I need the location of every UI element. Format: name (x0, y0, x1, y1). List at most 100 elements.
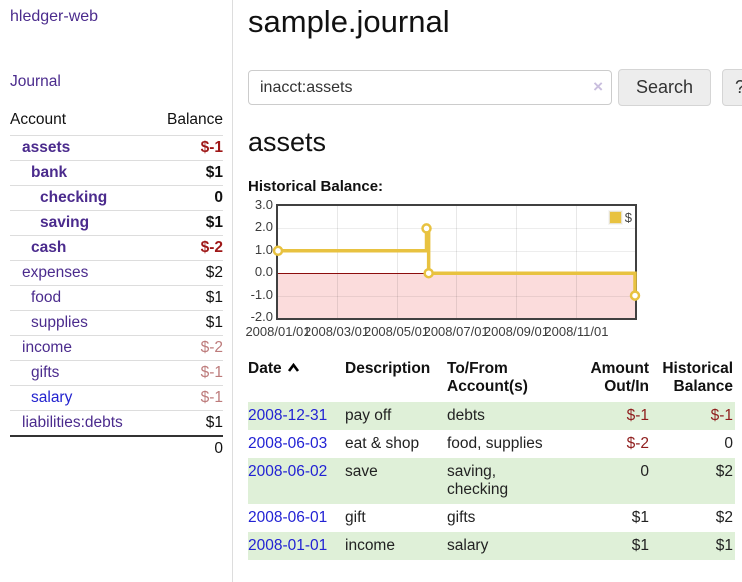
account-link[interactable]: saving (40, 214, 90, 231)
gridline (516, 206, 518, 318)
chart-legend: $ (607, 210, 632, 225)
historical-balance-chart: 3.0 2.0 1.0 0.0 -1.0 -2.0 $ 2008/01/01 2008/03… (245, 197, 742, 342)
gridline (576, 206, 578, 318)
transaction-date-link[interactable]: 2008-01-01 (248, 537, 328, 554)
transaction-date-link[interactable]: 2008-06-01 (248, 509, 328, 526)
account-row: gifts $-1 (10, 360, 223, 386)
transaction-row: 2008-12-31 pay off debts $-1 $-1 (248, 402, 735, 430)
transaction-row: 2008-06-03 eat & shop food, supplies $-2… (248, 430, 735, 458)
transaction-amount: $-2 (626, 435, 649, 452)
transaction-balance: $1 (715, 537, 733, 554)
negative-region (278, 273, 635, 318)
transaction-date-link[interactable]: 2008-06-03 (248, 435, 328, 452)
transaction-description: income (345, 537, 395, 554)
gridline (456, 206, 458, 318)
column-header-date[interactable]: Date (248, 358, 345, 402)
account-balance: $1 (152, 210, 223, 236)
transaction-row: 2008-06-01 gift gifts $1 $2 (248, 504, 735, 532)
transaction-balance: $2 (715, 509, 733, 526)
column-header-description: Description (345, 360, 431, 377)
sidebar-item-journal[interactable]: Journal (10, 73, 61, 90)
account-balance: $-1 (152, 360, 223, 386)
transaction-description: eat & shop (345, 435, 420, 452)
account-link[interactable]: food (31, 289, 62, 306)
sidebar: hledger-web Journal Account Balance asse… (0, 0, 233, 582)
legend-swatch-icon (607, 210, 623, 225)
y-tick-label: 1.0 (254, 241, 273, 257)
transaction-amount: 0 (640, 463, 649, 480)
account-link[interactable]: salary (31, 389, 73, 406)
account-link[interactable]: gifts (31, 364, 60, 381)
gridline (278, 228, 635, 230)
account-row: salary $-1 (10, 385, 223, 411)
account-balance: $1 (152, 160, 223, 186)
account-row: assets $-1 (10, 135, 223, 161)
account-balance: 0 (152, 185, 223, 211)
column-header-amount: Amount Out/In (590, 360, 649, 395)
account-row: food $1 (10, 285, 223, 311)
column-header-accounts: To/From Account(s) (447, 360, 528, 395)
main-content: sample.journal × Search ? assets Histori… (245, 0, 742, 560)
accounts-total-row: 0 (10, 435, 223, 461)
transaction-balance: $-1 (710, 407, 733, 424)
transaction-accounts: saving, checking (447, 463, 509, 498)
account-balance: $1 (152, 285, 223, 311)
x-tick-label: 2008/11/01 (544, 324, 609, 339)
transaction-description: pay off (345, 407, 392, 424)
account-link[interactable]: assets (22, 139, 71, 156)
sort-asc-icon (287, 360, 300, 378)
account-link[interactable]: income (22, 339, 72, 356)
column-header-balance: Historical Balance (662, 360, 733, 395)
account-row: cash $-2 (10, 235, 223, 261)
account-row: liabilities:debts $1 (10, 410, 223, 436)
transaction-amount: $-1 (626, 407, 649, 424)
transaction-accounts: salary (447, 537, 489, 554)
transaction-description: save (345, 463, 378, 480)
account-link[interactable]: bank (31, 164, 68, 181)
account-balance: $2 (152, 260, 223, 286)
account-link[interactable]: checking (40, 189, 108, 206)
account-link[interactable]: liabilities:debts (22, 414, 123, 431)
account-balance: $-2 (152, 335, 223, 361)
account-balance: $1 (152, 410, 223, 436)
help-button[interactable]: ? (722, 69, 742, 106)
search-form: × Search ? (248, 69, 742, 106)
y-tick-label: 3.0 (254, 197, 273, 212)
gridline (396, 206, 398, 318)
register-table: Date Description To/From Account(s) Amou… (248, 358, 735, 560)
account-row: checking 0 (10, 185, 223, 211)
transaction-description: gift (345, 509, 366, 526)
plot-area[interactable]: $ (272, 204, 641, 320)
register-header-row: Date Description To/From Account(s) Amou… (248, 358, 735, 402)
account-row: income $-2 (10, 335, 223, 361)
y-tick-label: 2.0 (254, 219, 273, 235)
transaction-date-link[interactable]: 2008-12-31 (248, 407, 328, 424)
x-tick-label: 2008/01/01 (245, 324, 311, 339)
accounts-header-balance: Balance (166, 111, 223, 128)
gridline (278, 250, 635, 252)
account-balance: $-1 (152, 385, 223, 411)
transaction-amount: $1 (631, 537, 649, 554)
gridline (278, 295, 635, 297)
transaction-row: 2008-01-01 income salary $1 $1 (248, 532, 735, 560)
chart-label: Historical Balance: (248, 178, 384, 195)
search-button[interactable]: Search (618, 69, 712, 106)
account-row: expenses $2 (10, 260, 223, 286)
y-tick-label: -2.0 (250, 309, 273, 324)
gridline (336, 206, 338, 318)
transaction-date-link[interactable]: 2008-06-02 (248, 463, 328, 480)
search-input[interactable] (248, 70, 612, 105)
x-tick-label: 2008/03/01 (304, 324, 370, 339)
transaction-amount: $1 (631, 509, 649, 526)
account-link[interactable]: expenses (22, 264, 89, 281)
account-link[interactable]: supplies (31, 314, 88, 331)
accounts-table: Account Balance assets $-1 bank $1 check… (10, 107, 223, 461)
transaction-balance: 0 (724, 435, 733, 452)
transaction-row: 2008-06-02 save saving, checking 0 $2 (248, 458, 735, 504)
x-tick-label: 2008/09/01 (483, 324, 549, 339)
clear-search-icon[interactable]: × (593, 77, 603, 96)
account-balance: $1 (152, 310, 223, 336)
account-link[interactable]: cash (31, 239, 67, 256)
x-tick-label: 2008/05/01 (363, 324, 430, 339)
app-brand-link[interactable]: hledger-web (10, 8, 99, 25)
